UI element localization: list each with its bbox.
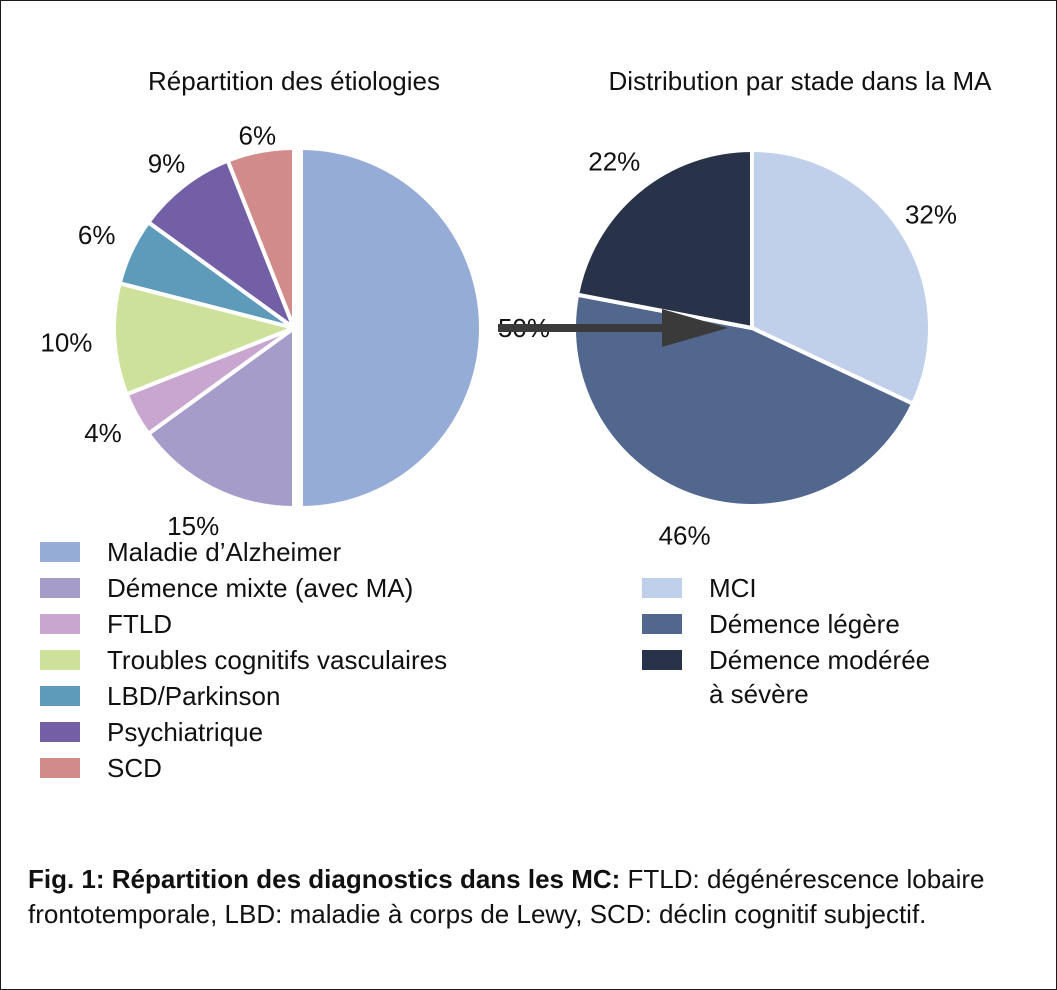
- slice-value-label: 4%: [84, 418, 122, 448]
- slice-value-label: 15%: [167, 511, 219, 541]
- legend-swatch-ftld: [40, 614, 80, 634]
- legend-swatch-psychiatrique: [40, 722, 80, 742]
- legend-label-demence-mixte-avec-ma: Démence mixte (avec MA): [107, 573, 413, 603]
- arrow-icon: [498, 309, 728, 347]
- legend-label-demence-moderee-a-severe: Démence modérée: [709, 645, 930, 675]
- pie-slice-demence-moderee-a-severe: [575, 148, 754, 330]
- legend-swatch-demence-moderee-a-severe: [642, 650, 682, 670]
- legend-swatch-lbd-parkinson: [40, 686, 80, 706]
- figure-caption: Fig. 1: Répartition des diagnostics dans…: [28, 862, 1038, 932]
- legend-label-demence-legere: Démence légère: [709, 609, 900, 639]
- pie-slice-psychiatrique: [146, 158, 296, 330]
- legend-label-ftld: FTLD: [107, 609, 172, 639]
- slice-value-label: 46%: [659, 520, 711, 550]
- pie-slice-demence-mixte-avec-ma: [146, 326, 296, 510]
- legend-swatch-troubles-cognitifs-vasculaires: [40, 650, 80, 670]
- caption-title: Fig. 1: Répartition des diagnostics dans…: [28, 864, 621, 894]
- legend-label-lbd-parkinson: LBD/Parkinson: [107, 681, 280, 711]
- figure-charts: Répartition des étiologies Distribution …: [40, 66, 993, 783]
- pie-slice-troubles-cognitifs-vasculaires: [112, 281, 296, 397]
- slice-value-label: 6%: [239, 121, 277, 151]
- legend-label-mci: MCI: [709, 573, 757, 603]
- pie-slice-scd: [225, 146, 296, 330]
- pie-slice-demence-legere: [571, 292, 916, 508]
- pie-etiologies: 50%15%4%10%6%9%6%: [40, 121, 550, 541]
- chart-title-etiologies: Répartition des étiologies: [148, 66, 440, 96]
- legend-swatch-maladie-d-alzheimer: [40, 542, 80, 562]
- legend-stades: MCI Démence légère Démence modérée à sévère: [642, 573, 930, 709]
- legend-label-troubles-cognitifs-vasculaires: Troubles cognitifs vasculaires: [107, 645, 447, 675]
- legend-etiologies: Maladie d’Alzheimer Démence mixte (avec M…: [40, 537, 447, 783]
- legend-label-psychiatrique: Psychiatrique: [107, 717, 263, 747]
- pie-slice-mci: [750, 148, 932, 406]
- slice-value-label: 32%: [905, 199, 957, 229]
- legend-swatch-demence-mixte-avec-ma: [40, 578, 80, 598]
- legend-label-maladie-d-alzheimer: Maladie d’Alzheimer: [107, 537, 341, 567]
- slice-value-label: 10%: [40, 327, 92, 357]
- slice-value-label: 9%: [148, 149, 186, 179]
- legend-swatch-demence-legere: [642, 614, 682, 634]
- slice-value-label: 6%: [78, 220, 116, 250]
- legend-swatch-mci: [642, 578, 682, 598]
- legend-swatch-scd: [40, 758, 80, 778]
- pie-slice-maladie-d-alzheimer: [299, 146, 483, 510]
- pie-stades: 32% 46% 22%: [571, 147, 957, 550]
- legend-label-scd: SCD: [107, 753, 162, 783]
- chart-title-stades: Distribution par stade dans la MA: [609, 66, 993, 96]
- slice-value-label: 22%: [588, 147, 640, 177]
- caption-text: FTLD: dégénérescence lobaire frontotempo…: [28, 864, 985, 929]
- legend-label-demence-moderee-a-severe: à sévère: [709, 679, 809, 709]
